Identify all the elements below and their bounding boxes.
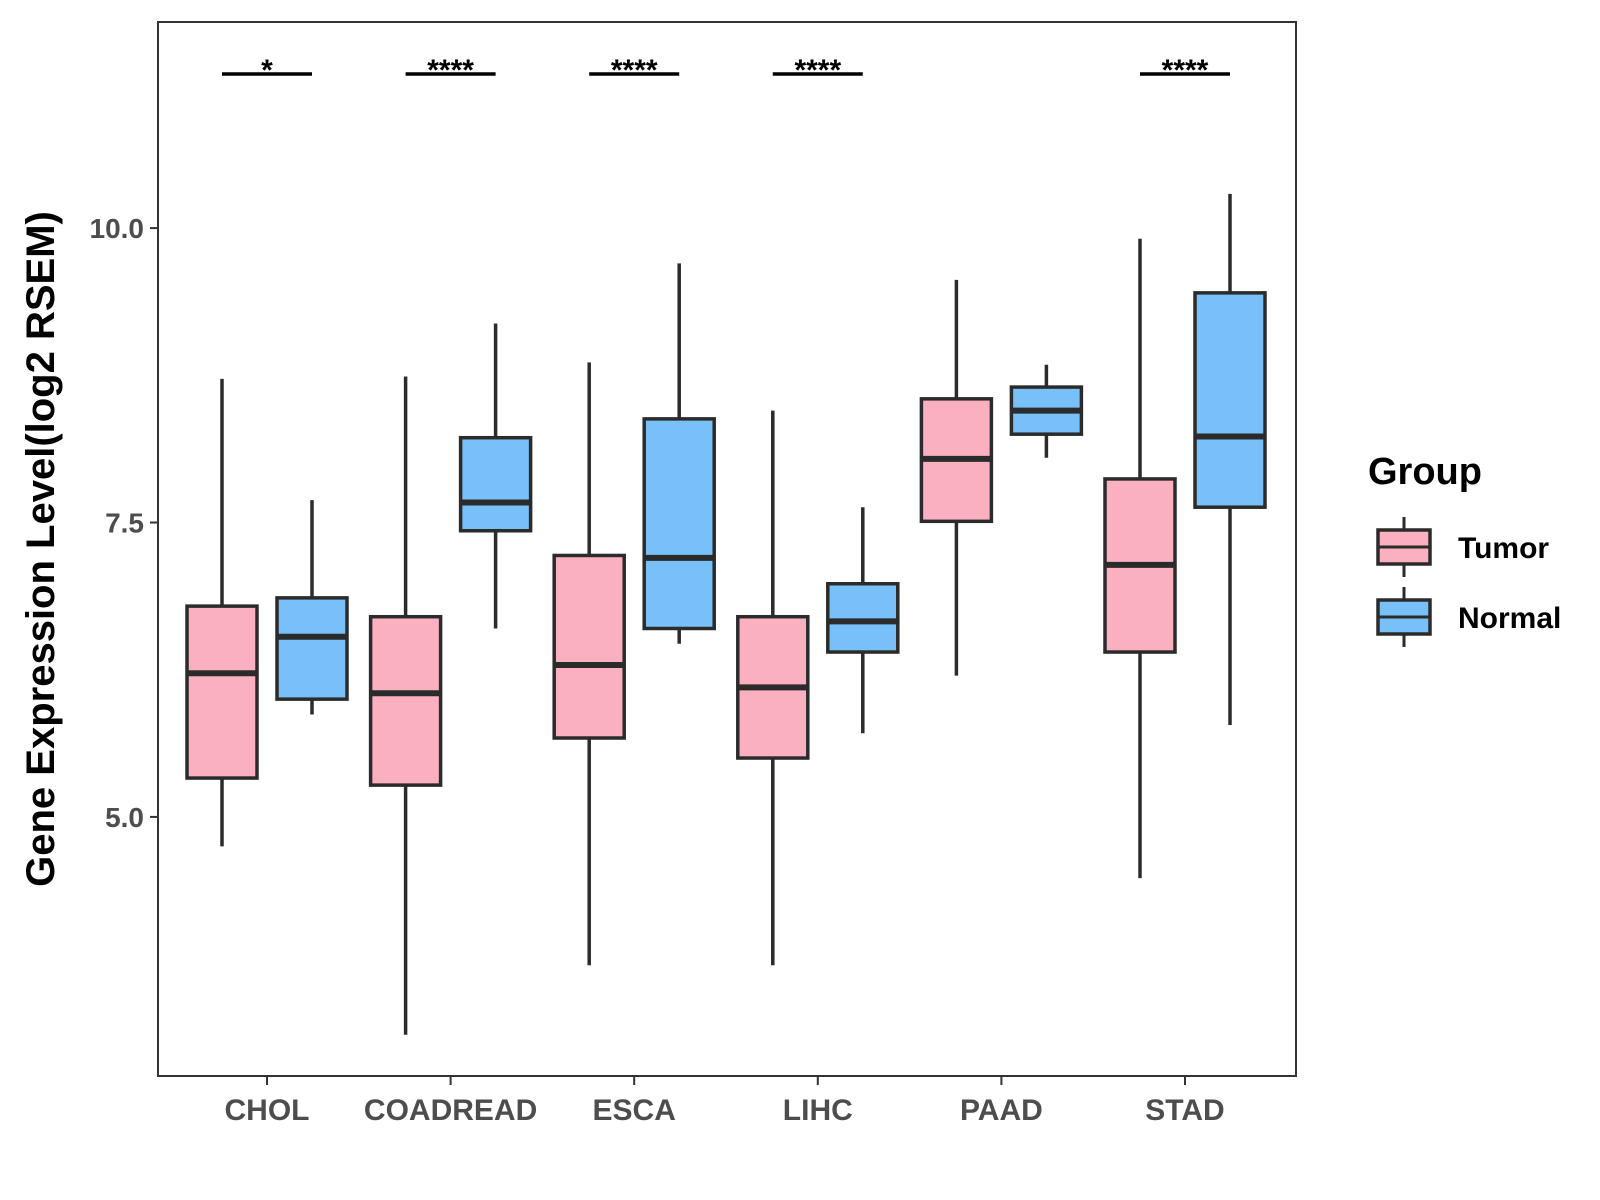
tumor-box-coadread (368, 376, 443, 1035)
significance-label: **** (1162, 54, 1209, 87)
legend-label: Normal (1458, 602, 1561, 635)
plot-layer: 5.0 7.5 10.0 Gene Expression Level(log2 RSE… (19, 21, 1297, 1127)
normal-box-paad (1009, 364, 1084, 458)
category-label: ESCA (593, 1094, 676, 1127)
category-label: CHOL (225, 1094, 310, 1127)
significance-label: **** (427, 54, 474, 87)
box-body (826, 581, 900, 654)
box-body (458, 435, 533, 533)
significance-label: **** (611, 54, 658, 87)
category-label: COADREAD (364, 1094, 537, 1127)
normal-box-coadread (458, 323, 533, 629)
category-label: STAD (1145, 1094, 1224, 1127)
box-body (185, 604, 259, 780)
legend: Group Tumor Normal (1368, 451, 1561, 647)
tumor-box-stad (1103, 238, 1177, 879)
normal-box-chol (275, 500, 349, 715)
box-body (275, 596, 349, 701)
legend-title: Group (1368, 451, 1482, 493)
tumor-box-lihc (736, 410, 810, 966)
plot-panel-border (157, 21, 1297, 1077)
y-axis-title: Gene Expression Level(log2 RSEM) (19, 211, 63, 887)
normal-box-esca (642, 263, 716, 644)
box-body (642, 417, 716, 631)
y-tick-label: 10.0 (90, 213, 145, 244)
category-label: PAAD (960, 1094, 1043, 1127)
tumor-box-paad (919, 279, 994, 676)
legend-item-normal: Normal (1376, 587, 1561, 647)
y-tick-label: 7.5 (105, 508, 144, 539)
box-body (552, 553, 626, 740)
tumor-box-esca (552, 362, 626, 966)
box-body (1193, 291, 1267, 509)
normal-box-lihc (826, 507, 900, 734)
legend-item-tumor: Tumor (1376, 517, 1549, 577)
category-label: LIHC (783, 1094, 853, 1127)
box-body (368, 614, 443, 787)
y-tick-label: 5.0 (105, 802, 144, 833)
significance-label: * (261, 54, 273, 87)
tumor-box-chol (185, 378, 259, 847)
normal-box-stad (1193, 193, 1267, 726)
significance-label: **** (794, 54, 841, 87)
legend-label: Tumor (1458, 532, 1549, 565)
